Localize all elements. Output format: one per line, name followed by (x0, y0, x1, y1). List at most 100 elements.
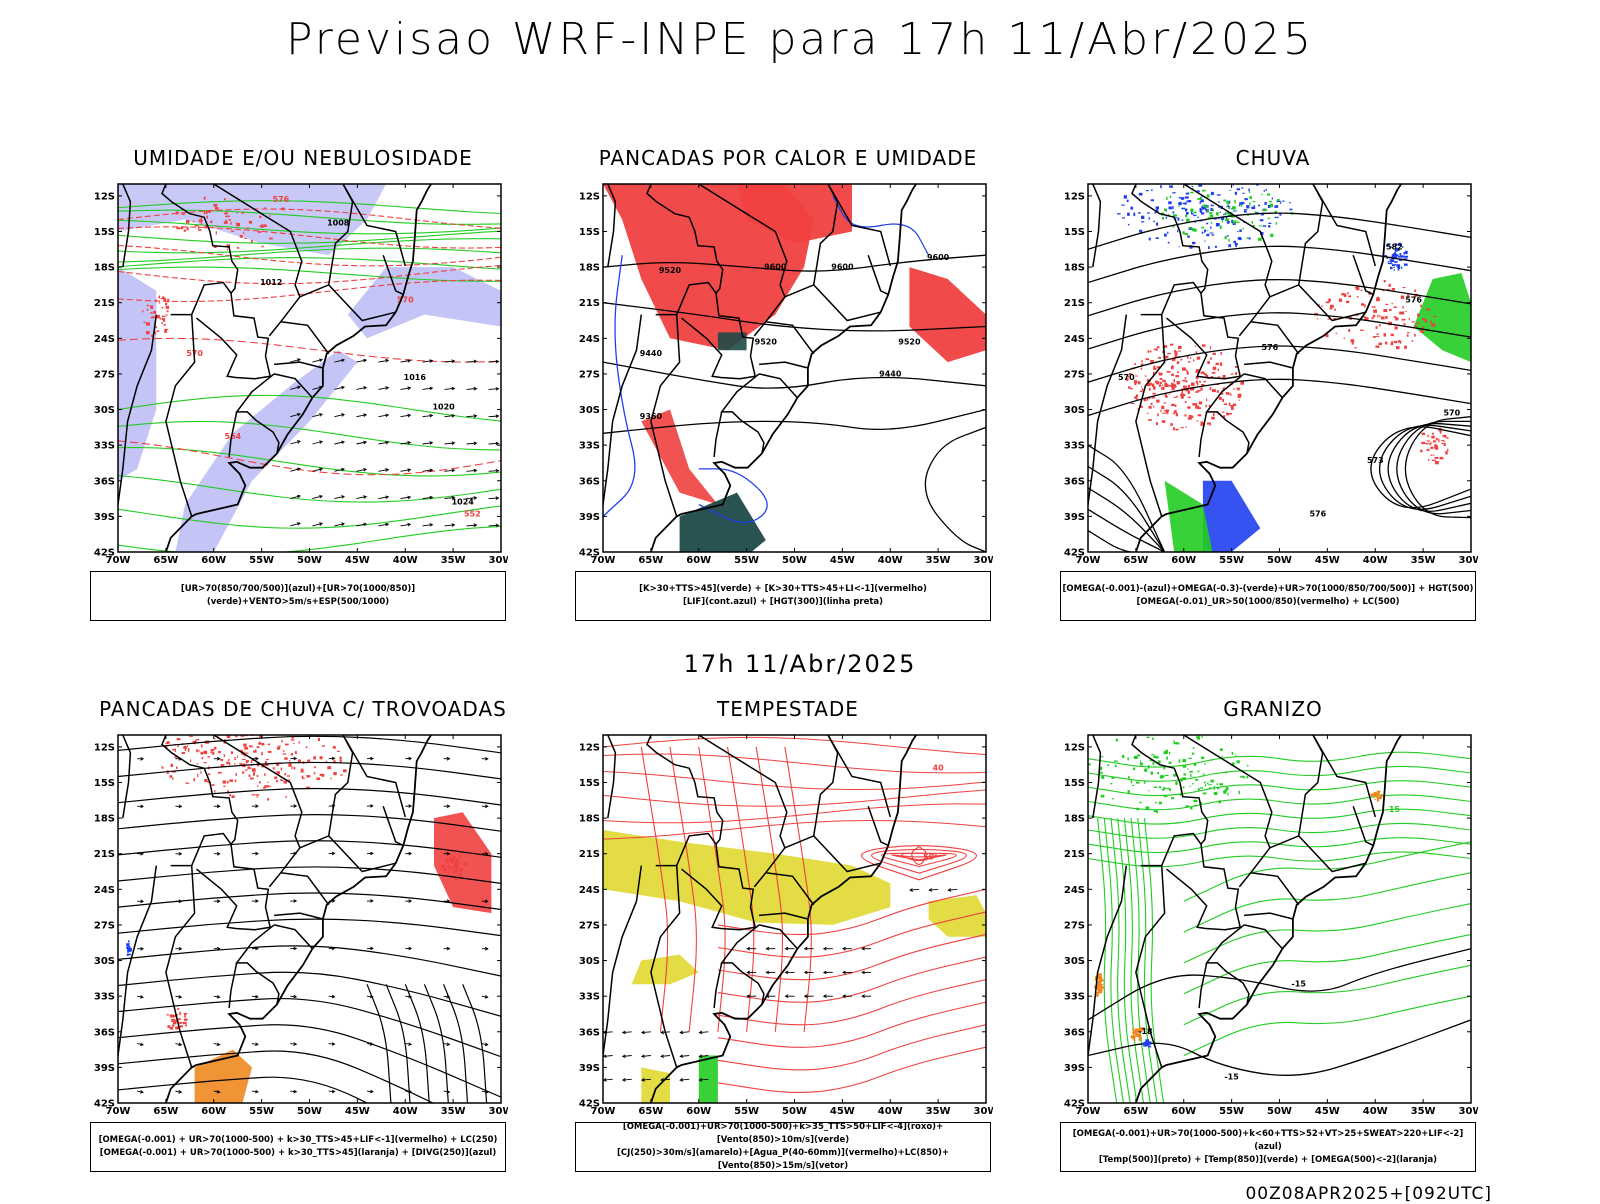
speckle-mark (218, 772, 222, 774)
legend-box: [OMEGA(-0.001)-(azul)+OMEGA(-0.3)-(verde… (1060, 571, 1476, 621)
speckle-mark (1193, 800, 1197, 802)
speckle-mark (288, 727, 289, 730)
speckle-mark (210, 221, 212, 223)
speckle-mark (179, 1012, 181, 1015)
speckle-mark (1146, 358, 1150, 360)
speckle-mark (267, 782, 268, 783)
lon-label: 45W (1315, 1106, 1340, 1117)
speckle-mark (1421, 442, 1425, 444)
speckle-mark (208, 210, 211, 213)
speckle-mark (251, 778, 254, 780)
speckle-mark (281, 740, 282, 743)
speckle-mark (1412, 321, 1415, 322)
lon-label: 50W (1267, 1106, 1292, 1117)
speckle-mark (306, 775, 310, 777)
speckle-mark (164, 330, 167, 333)
speckle-mark (1283, 200, 1285, 201)
speckle-mark (1210, 227, 1212, 229)
lat-label: 27S (579, 920, 600, 931)
speckle-mark (282, 232, 283, 233)
speckle-mark (258, 743, 261, 745)
legend-line: [UR>70(850/700/500)](azul)+[UR>70(1000/8… (91, 583, 505, 609)
speckle-mark (1172, 387, 1174, 390)
speckle-mark (177, 738, 181, 740)
speckle-mark (1210, 178, 1213, 180)
speckle-mark (264, 774, 266, 776)
speckle-mark (1274, 205, 1278, 208)
speckle-mark (1204, 230, 1206, 233)
speckle-mark (1201, 372, 1205, 374)
speckle-mark (162, 766, 164, 769)
speckle-mark (276, 780, 278, 782)
speckle-mark (1173, 384, 1176, 387)
speckle-mark (455, 859, 459, 861)
speckle-mark (1173, 774, 1176, 777)
speckle-mark (320, 756, 323, 759)
speckle-mark (1187, 236, 1190, 238)
speckle-mark (1435, 457, 1439, 459)
speckle-mark (1249, 202, 1250, 205)
speckle-mark (459, 875, 460, 877)
speckle-mark (294, 767, 296, 770)
speckle-mark (1341, 300, 1343, 301)
speckle-mark (1196, 378, 1197, 379)
speckle-mark (1351, 339, 1355, 342)
speckle-mark (234, 763, 235, 764)
speckle-mark (1207, 783, 1209, 785)
speckle-mark (224, 221, 228, 223)
speckle-mark (1403, 287, 1406, 288)
speckle-mark (1379, 324, 1381, 327)
lat-label: 12S (579, 191, 600, 202)
speckle-mark (1275, 211, 1277, 213)
speckle-mark (211, 751, 213, 753)
main-title: Previsao WRF-INPE para 17h 11/Abr/2025 (0, 14, 1600, 65)
speckle-mark (1396, 346, 1400, 349)
speckle-mark (1173, 214, 1177, 216)
speckle-mark (180, 227, 183, 229)
speckle-mark (314, 772, 316, 774)
speckle-mark (1162, 217, 1164, 220)
speckle-mark (1375, 346, 1379, 348)
speckle-mark (1154, 787, 1158, 788)
speckle-mark (1162, 420, 1165, 423)
speckle-mark (285, 796, 287, 798)
speckle-mark (1179, 197, 1181, 198)
speckle-mark (1192, 403, 1195, 405)
speckle-mark (229, 794, 231, 797)
speckle-mark (1180, 176, 1182, 178)
speckle-mark (1213, 353, 1216, 355)
speckle-mark (1400, 341, 1402, 344)
speckle-mark (1192, 186, 1194, 187)
speckle-mark (1174, 397, 1177, 398)
speckle-mark (1372, 306, 1376, 307)
speckle-mark (1185, 196, 1189, 198)
speckle-mark (150, 305, 152, 308)
speckle-mark (1160, 410, 1161, 413)
speckle-mark (280, 730, 282, 731)
speckle-mark (1194, 212, 1197, 214)
speckle-mark (1152, 738, 1154, 740)
speckle-mark (1207, 423, 1210, 425)
lon-label: 30W (489, 1106, 508, 1117)
speckle-mark (207, 216, 209, 219)
speckle-mark (1407, 334, 1409, 337)
speckle-mark (1260, 219, 1264, 221)
speckle-mark (261, 224, 263, 228)
speckle-mark (253, 772, 255, 776)
speckle-mark (1147, 413, 1148, 415)
speckle-mark (167, 1014, 169, 1015)
speckle-mark (218, 732, 220, 734)
speckle-mark (1172, 192, 1176, 193)
speckle-mark (1115, 765, 1117, 767)
speckle-mark (1176, 413, 1178, 416)
lat-label: 36S (94, 476, 115, 487)
speckle-mark (1135, 382, 1137, 386)
speckle-mark (1128, 386, 1131, 388)
speckle-mark (171, 764, 173, 767)
speckle-mark (1156, 206, 1159, 209)
lon-label: 35W (1411, 1106, 1436, 1117)
speckle-mark (1185, 209, 1187, 212)
speckle-mark (212, 752, 214, 755)
